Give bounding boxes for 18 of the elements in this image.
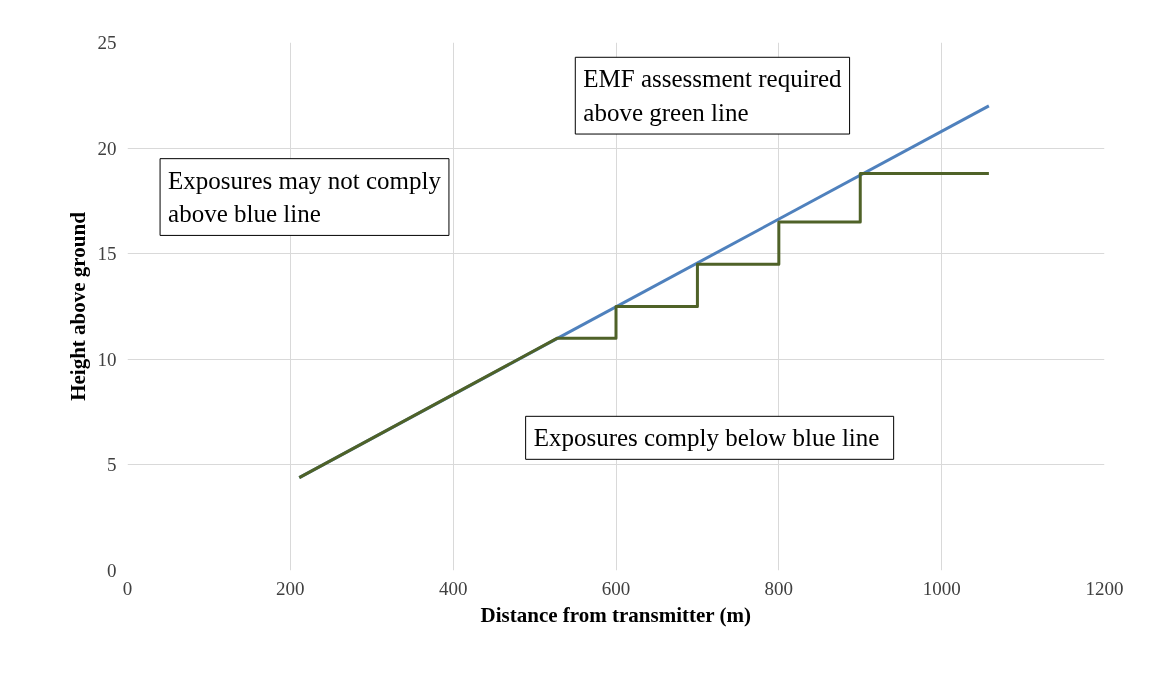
x-tick-label: 400: [438, 577, 468, 599]
y-tick-label: 0: [107, 560, 117, 581]
y-tick-label: 25: [97, 32, 117, 53]
annotation: Exposures may not comply above blue line: [168, 166, 442, 228]
y-tick-label: 15: [97, 243, 117, 265]
y-tick-label: 20: [97, 137, 117, 159]
x-axis-title: Distance from transmitter (m): [480, 602, 752, 627]
x-tick-label: 200: [276, 577, 305, 599]
annotation: Exposures comply below blue line: [533, 424, 880, 452]
x-tick-label: 600: [601, 577, 631, 599]
x-tick-label: 1000: [922, 577, 961, 599]
x-tick-label: 1200: [1085, 577, 1124, 599]
y-axis-title: Height above ground: [65, 211, 90, 401]
x-tick-label: 0: [122, 577, 133, 599]
y-tick-label: 5: [107, 454, 117, 476]
y-tick-label: 10: [97, 348, 117, 370]
x-tick-label: 800: [764, 577, 794, 599]
annotation: EMF assessment required above green line: [583, 65, 843, 127]
